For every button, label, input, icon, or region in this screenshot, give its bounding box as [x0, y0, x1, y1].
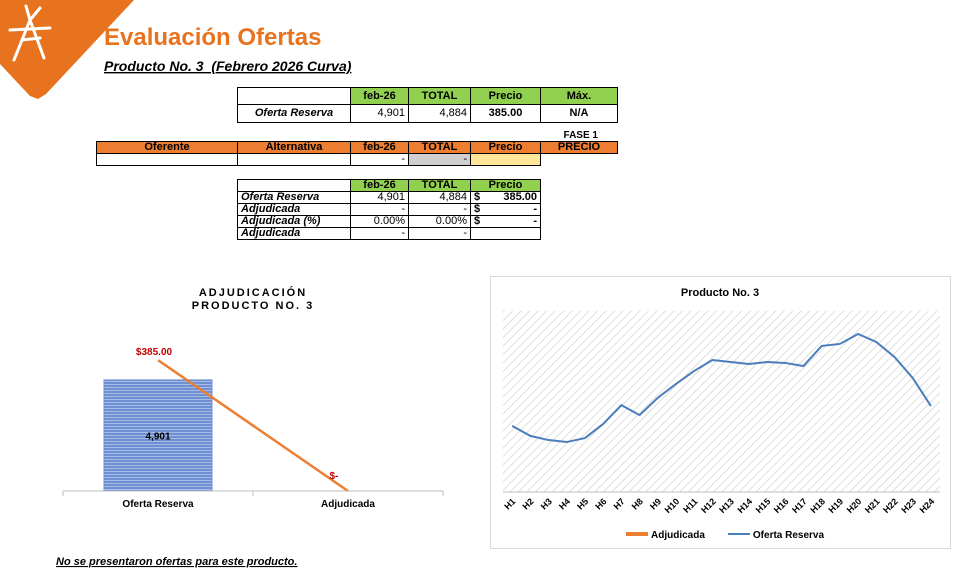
- x-tick-label: H20: [845, 496, 864, 515]
- currency: $: [474, 215, 481, 227]
- x-tick-label: H4: [557, 496, 572, 511]
- cell: Adjudicada: [237, 227, 351, 240]
- cell: -: [350, 203, 409, 216]
- header-cell: Precio: [470, 141, 541, 154]
- x-tick-label: H17: [790, 496, 809, 515]
- chart-frame: [490, 276, 951, 549]
- cell: Adjudicada (%): [237, 215, 351, 228]
- subtitle: Producto No. 3 (Febrero 2026 Curva): [104, 58, 352, 74]
- cell: 385.00: [503, 191, 537, 203]
- header-cell: Máx.: [540, 87, 618, 105]
- x-tick-label: H19: [827, 496, 846, 515]
- cell: 4,901: [350, 104, 409, 123]
- line-label: $-: [330, 471, 339, 482]
- header-cell: TOTAL: [408, 141, 471, 154]
- header-cell: PRECIO: [540, 141, 618, 154]
- currency: $: [474, 203, 481, 215]
- legend-label: Adjudicada: [651, 530, 705, 541]
- cell: 0.00%: [408, 215, 471, 228]
- cell: -: [408, 203, 471, 216]
- x-tick-label: H18: [808, 496, 827, 515]
- cell: 4,884: [408, 191, 471, 204]
- price-line: [157, 359, 349, 493]
- cell: -: [350, 153, 409, 166]
- cell: -: [533, 215, 537, 227]
- chart-title: Producto No. 3: [681, 287, 759, 299]
- cell: 0.00%: [350, 215, 409, 228]
- cell: -: [408, 227, 471, 240]
- header-cell: Oferente: [96, 141, 238, 154]
- header-cell: feb-26: [350, 87, 409, 105]
- x-tick-label: H5: [575, 496, 590, 511]
- x-tick-label: H14: [735, 496, 754, 515]
- header-cell: TOTAL: [408, 179, 471, 192]
- footer-note: No se presentaron ofertas para este prod…: [56, 556, 297, 568]
- table-oferentes: Oferente Alternativa feb-26 TOTAL Precio PREC…: [96, 141, 618, 166]
- x-tick-label: H3: [539, 496, 554, 511]
- header-cell: TOTAL: [408, 87, 471, 105]
- x-tick-label: H1: [502, 496, 517, 511]
- bar: [103, 379, 213, 492]
- x-tick-label: H23: [899, 496, 918, 515]
- header-cell: Precio: [470, 179, 541, 192]
- table-resumen: feb-26 TOTAL Precio Oferta Reserva 4,901 4,8…: [237, 179, 541, 240]
- x-tick-label: Adjudicada: [321, 499, 375, 510]
- legend-label: Oferta Reserva: [753, 530, 825, 541]
- header-cell: feb-26: [350, 179, 409, 192]
- x-tick-label: H13: [717, 496, 736, 515]
- series-line: [511, 332, 932, 444]
- chart-title: ADJUDICACIÓN: [199, 286, 307, 299]
- x-tick-label: H12: [699, 496, 718, 515]
- table-reserva: feb-26 TOTAL Precio Máx. Oferta Reserva 4,90…: [237, 87, 618, 123]
- cell: Adjudicada: [237, 203, 351, 216]
- cell: 4,901: [350, 191, 409, 204]
- cell: -: [408, 153, 471, 166]
- logo: [0, 0, 134, 99]
- x-tick-label: H9: [648, 496, 663, 511]
- cell: Oferta Reserva: [237, 104, 351, 123]
- header-cell: Precio: [470, 87, 541, 105]
- title: Evaluación Ofertas: [104, 24, 321, 51]
- cell: 4,884: [408, 104, 471, 123]
- x-tick-label: H10: [663, 496, 682, 515]
- x-tick-label: H21: [863, 496, 882, 515]
- cell: Oferta Reserva: [237, 191, 351, 204]
- plot-area: [503, 311, 940, 492]
- x-tick-label: Oferta Reserva: [122, 499, 194, 510]
- x-tick-label: H15: [754, 496, 773, 515]
- x-tick-label: H8: [630, 496, 645, 511]
- x-tick-label: H7: [612, 496, 627, 511]
- cell: -: [533, 203, 537, 215]
- fase-label: FASE 1: [564, 130, 599, 141]
- header-cell: feb-26: [350, 141, 409, 154]
- header-cell: Alternativa: [237, 141, 351, 154]
- line-label: $385.00: [136, 347, 173, 358]
- x-tick-label: H16: [772, 496, 791, 515]
- cell: 385.00: [470, 104, 541, 123]
- x-tick-label: H24: [918, 496, 937, 515]
- x-tick-label: H6: [593, 496, 608, 511]
- x-tick-label: H2: [521, 496, 536, 511]
- x-tick-label: H22: [881, 496, 900, 515]
- bar-label: 4,901: [145, 431, 170, 442]
- cell: N/A: [540, 104, 618, 123]
- x-tick-label: H11: [681, 496, 699, 514]
- chart-title: PRODUCTO NO. 3: [192, 300, 315, 312]
- currency: $: [474, 191, 481, 203]
- cell: -: [350, 227, 409, 240]
